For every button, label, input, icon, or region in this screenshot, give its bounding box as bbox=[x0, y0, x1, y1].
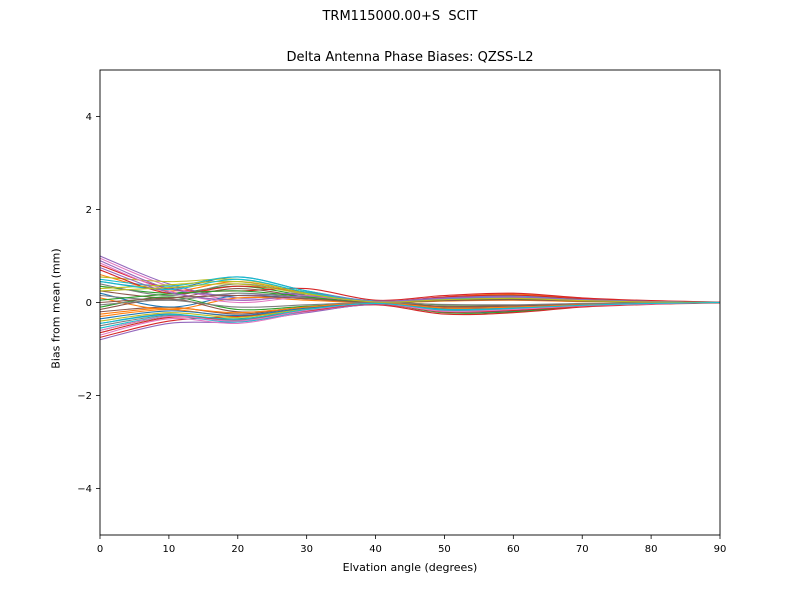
x-tick-label: 80 bbox=[645, 544, 658, 555]
x-axis-label: Elvation angle (degrees) bbox=[342, 561, 478, 574]
x-tick-label: 70 bbox=[576, 544, 589, 555]
y-tick-label: 2 bbox=[86, 205, 92, 216]
y-tick-label: −2 bbox=[77, 391, 92, 402]
x-tick-label: 50 bbox=[438, 544, 451, 555]
x-tick-label: 40 bbox=[369, 544, 382, 555]
y-tick-label: 4 bbox=[86, 112, 92, 123]
series-line bbox=[100, 299, 720, 308]
x-tick-label: 20 bbox=[231, 544, 244, 555]
x-tick-label: 10 bbox=[163, 544, 176, 555]
series-line bbox=[100, 283, 720, 304]
x-tick-label: 60 bbox=[507, 544, 520, 555]
y-tick-label: −4 bbox=[77, 484, 92, 495]
x-tick-label: 0 bbox=[97, 544, 103, 555]
series-line bbox=[100, 267, 720, 304]
figure-suptitle: TRM115000.00+S SCIT bbox=[322, 9, 478, 24]
axes-box bbox=[99, 69, 721, 536]
series-line bbox=[100, 301, 720, 324]
x-tick-label: 90 bbox=[714, 544, 727, 555]
axes-title: Delta Antenna Phase Biases: QZSS-L2 bbox=[286, 50, 534, 65]
y-tick-label: 0 bbox=[86, 298, 92, 309]
x-tick-label: 30 bbox=[300, 544, 313, 555]
y-axis-label: Bias from mean (mm) bbox=[49, 248, 63, 369]
